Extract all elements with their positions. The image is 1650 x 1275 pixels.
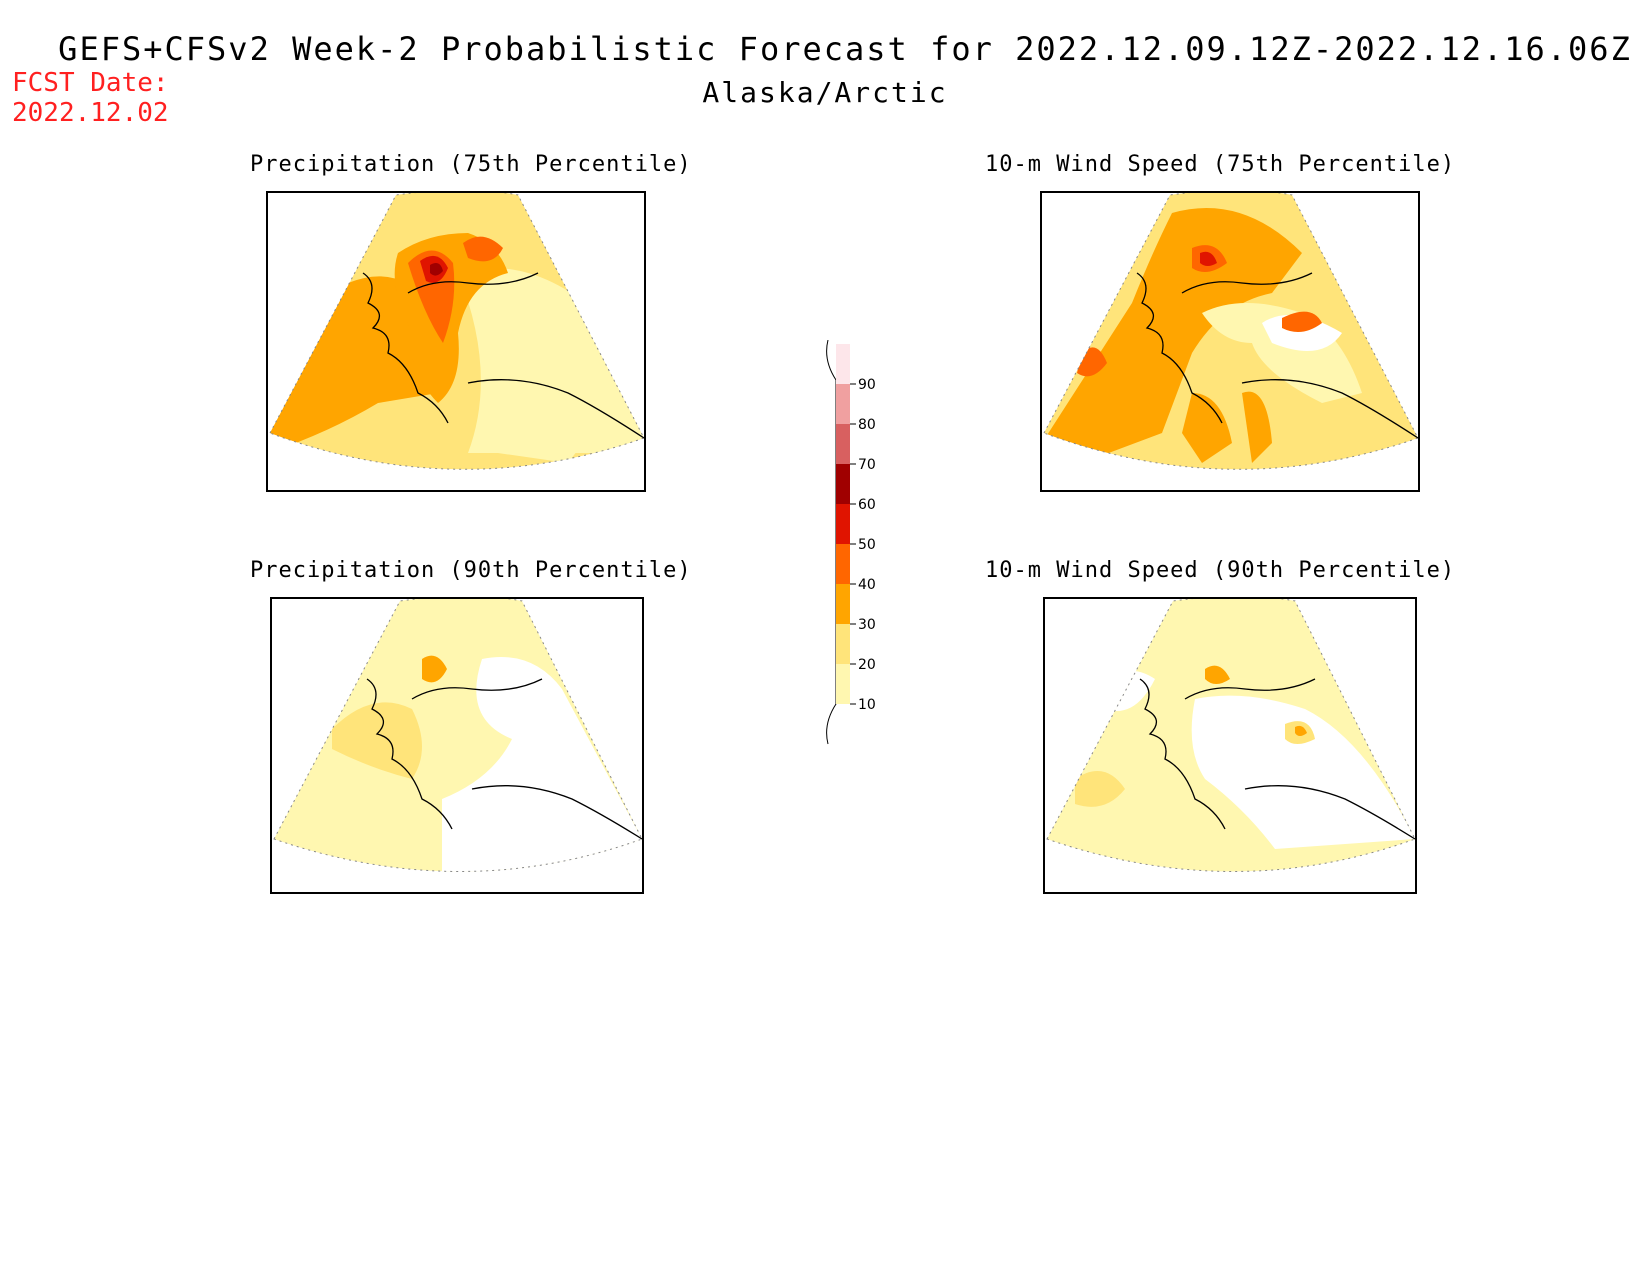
colorbar-box-30 <box>836 584 850 624</box>
map-wind-90 <box>1043 597 1417 894</box>
colorbar-label-30: 30 <box>858 617 876 633</box>
panel-title-wind-75: 10-m Wind Speed (75th Percentile) <box>985 152 1456 177</box>
forecast-title: GEFS+CFSv2 Week-2 Probabilistic Forecast… <box>58 30 1632 68</box>
fcst-date-block: FCST Date: 2022.12.02 <box>12 68 169 128</box>
colorbar-box-40 <box>836 544 850 584</box>
colorbar-label-40: 40 <box>858 577 876 593</box>
map-precip-75 <box>266 191 646 492</box>
colorbar-label-70: 70 <box>858 457 876 473</box>
colorbar-label-10: 10 <box>858 697 876 713</box>
region-subtitle: Alaska/Arctic <box>702 76 948 109</box>
map-precip-90 <box>270 597 644 894</box>
colorbar-box-80 <box>836 384 850 424</box>
colorbar-label-60: 60 <box>858 497 876 513</box>
colorbar-label-90: 90 <box>858 377 876 393</box>
colorbar-legend: 10 20 30 40 50 60 70 80 90 <box>820 339 900 764</box>
colorbar-box-20 <box>836 624 850 664</box>
fcst-date-label: FCST Date: <box>12 68 169 98</box>
panel-title-precip-90: Precipitation (90th Percentile) <box>250 558 692 583</box>
colorbar-label-20: 20 <box>858 657 876 673</box>
colorbar-box-90 <box>836 344 850 384</box>
map-wind-75 <box>1040 191 1420 492</box>
fcst-date-value: 2022.12.02 <box>12 98 169 128</box>
colorbar-box-10 <box>836 664 850 704</box>
colorbar-box-70 <box>836 424 850 464</box>
panel-title-wind-90: 10-m Wind Speed (90th Percentile) <box>985 558 1456 583</box>
colorbar-label-50: 50 <box>858 537 876 553</box>
colorbar-label-80: 80 <box>858 417 876 433</box>
colorbar-box-60 <box>836 464 850 504</box>
panel-title-precip-75: Precipitation (75th Percentile) <box>250 152 692 177</box>
colorbar-box-50 <box>836 504 850 544</box>
